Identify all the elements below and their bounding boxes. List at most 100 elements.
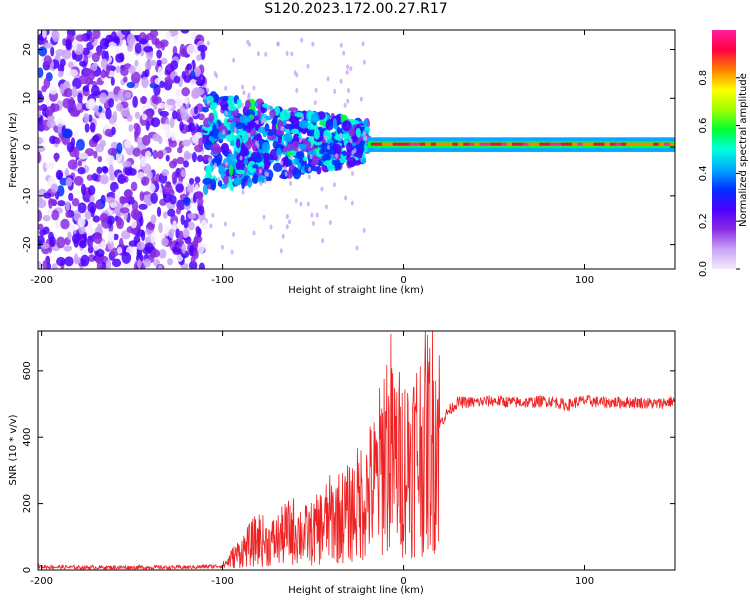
heatmap-cell [187, 212, 196, 220]
heatmap-cell [220, 244, 224, 250]
heatmap-cell [213, 162, 217, 168]
heatmap-cell [261, 141, 271, 153]
heatmap-cell [111, 258, 122, 268]
heatmap-cell [227, 105, 231, 111]
heatmap-cell [288, 107, 299, 112]
heatmap-cell [113, 233, 119, 241]
heatmap-cell [47, 208, 53, 216]
heatmap-cell [307, 150, 317, 157]
heatmap-cell [168, 228, 175, 239]
heatmap-cell [227, 95, 237, 107]
heatmap-cell [307, 124, 316, 130]
heatmap-cell [52, 30, 60, 43]
heatmap-cell [65, 177, 73, 187]
heatmap-cell [311, 165, 319, 172]
heatmap-cell [91, 244, 100, 251]
heatmap-cell [362, 130, 366, 136]
heatmap-cell [321, 238, 325, 244]
heatmap-cell [128, 124, 134, 132]
heatmap-cell [71, 86, 78, 98]
heatmap-cell [217, 176, 221, 182]
heatmap-cell [171, 110, 178, 120]
heatmap-cell [209, 223, 213, 229]
heatmap-cell [45, 106, 54, 117]
heatmap-cell [127, 43, 133, 52]
heatmap-cell [91, 52, 100, 63]
heatmap-cell [232, 57, 236, 63]
heatmap-cell [122, 160, 132, 168]
heatmap-cell [313, 100, 317, 106]
heatmap-cell [66, 141, 75, 153]
heatmap-cell [65, 201, 70, 211]
carrier-segment [577, 142, 585, 146]
heatmap-cell [97, 155, 103, 163]
heatmap-cell [68, 97, 75, 109]
heatmap-cell [88, 36, 95, 43]
heatmap-cell [123, 189, 132, 198]
heatmap-cell [266, 131, 274, 136]
heatmap-cell [321, 153, 331, 163]
heatmap-cell [132, 96, 138, 108]
heatmap-cell [56, 236, 66, 249]
heatmap-cell [93, 150, 98, 159]
heatmap-cell [307, 174, 311, 180]
heatmap-cell [187, 122, 196, 132]
heatmap-cell [183, 152, 194, 159]
heatmap-cell [181, 87, 190, 97]
heatmap-cell [188, 260, 198, 269]
heatmap-cell [142, 134, 151, 146]
heatmap-cell [38, 46, 48, 57]
heatmap-cell [323, 160, 333, 167]
snr-x-ticks: -200 -100 0 100 [30, 331, 594, 587]
heatmap-cell [56, 256, 66, 267]
colorbar-tick-label: 0.0 [698, 261, 709, 277]
heatmap-cell [202, 183, 209, 196]
heatmap-cell [194, 87, 205, 96]
heatmap-cell [107, 147, 118, 156]
heatmap-cell [222, 95, 229, 102]
heatmap-cell [364, 135, 368, 141]
heatmap-cell [181, 70, 187, 80]
heatmap-cell [262, 214, 266, 220]
heatmap-cell [150, 192, 158, 204]
heatmap-cell [245, 99, 251, 109]
heatmap-cell [351, 170, 355, 176]
heatmap-cell [210, 178, 217, 191]
heatmap-cell [253, 134, 263, 141]
heatmap-cell [285, 213, 289, 219]
heatmap-cell [39, 229, 47, 236]
spectrogram-x-label: Height of straight line (km) [288, 285, 424, 296]
heatmap-cell [351, 149, 355, 155]
heatmap-cell [241, 84, 245, 90]
heatmap-cell [183, 96, 189, 105]
heatmap-cell [233, 177, 242, 186]
heatmap-cell [224, 85, 228, 91]
heatmap-cell [96, 261, 102, 269]
heatmap-cell [215, 73, 219, 79]
carrier-segment [593, 142, 601, 146]
carrier-segment [446, 142, 454, 146]
x-tick-label: 0 [400, 576, 406, 587]
heatmap-cell [134, 59, 139, 68]
heatmap-cell [332, 117, 337, 129]
heatmap-cell [128, 168, 137, 176]
carrier-segment [381, 142, 389, 146]
heatmap-cell [197, 44, 208, 52]
heatmap-cell [246, 39, 250, 45]
carrier-segment [582, 142, 590, 146]
heatmap-cell [141, 76, 149, 89]
heatmap-cell [43, 77, 51, 89]
carrier-segment [376, 142, 384, 146]
heatmap-cell [99, 38, 110, 50]
heatmap-cell [43, 192, 52, 199]
carrier-segment [664, 142, 672, 146]
carrier-segment [647, 142, 655, 146]
heatmap-cell [80, 183, 86, 196]
heatmap-cell [190, 70, 196, 79]
heatmap-cell [38, 67, 44, 78]
heatmap-cell [145, 199, 152, 207]
heatmap-cell [64, 256, 74, 267]
heatmap-cell [319, 148, 325, 155]
carrier-segment [544, 142, 552, 146]
heatmap-cell [256, 51, 260, 57]
